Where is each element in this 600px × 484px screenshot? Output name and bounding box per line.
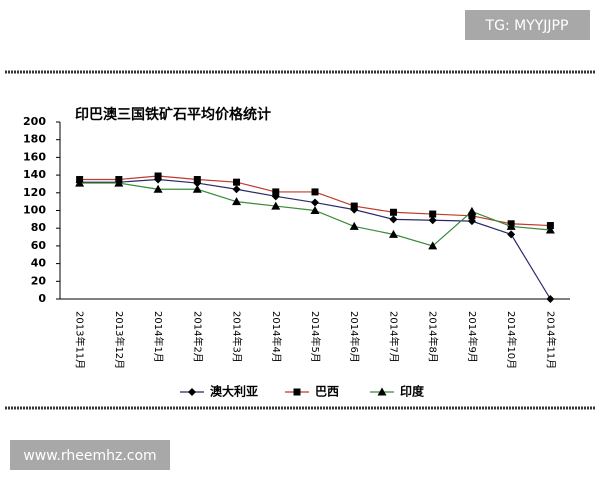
marker-square [311,188,319,196]
marker-diamond [546,295,555,303]
marker-triangle [545,225,555,234]
marker-triangle [75,178,85,187]
marker-square [154,172,162,180]
marker-square [233,178,241,186]
marker-diamond [232,185,241,194]
marker-diamond [311,198,319,207]
y-tick-label: 100 [23,204,46,217]
footer: www.rheemhz.com [23,448,156,464]
marker-triangle [388,229,398,238]
y-tick-label: 160 [23,150,46,163]
x-tick-label: 2014年8月 [427,311,440,363]
x-tick-label: 2014年10月 [505,311,518,369]
chart-title: 印巴澳三国铁矿石平均价格统计 [75,106,271,123]
y-tick-label: 140 [23,168,46,181]
x-tick-label: 2014年3月 [231,311,244,363]
legend-label: 澳大利亚 [210,384,258,399]
marker-triangle [428,241,438,250]
x-tick-label: 2013年11月 [74,311,87,369]
marker-square [468,212,476,220]
y-tick-label: 40 [31,257,47,270]
marker-square [272,188,280,196]
marker-triangle [271,201,281,210]
x-tick-label: 2014年11月 [544,311,557,369]
marker-diamond [389,215,398,224]
x-tick-label: 2014年1月 [152,311,165,363]
y-tick-label: 180 [23,133,46,146]
marker-triangle [310,206,320,214]
watermark: TG: MYYJJPP [485,18,569,34]
marker-triangle [377,387,387,396]
marker-square [429,210,437,218]
y-tick-label: 120 [23,186,46,199]
x-tick-label: 2014年6月 [348,311,361,363]
marker-diamond [188,388,196,396]
x-tick-label: 2014年5月 [309,311,322,363]
marker-triangle [114,178,124,187]
y-tick-label: 0 [38,292,46,305]
marker-triangle [506,221,516,230]
x-tick-label: 2014年2月 [191,311,204,363]
marker-triangle [192,184,202,193]
marker-diamond [507,230,516,239]
marker-triangle [232,197,242,206]
x-tick-label: 2014年4月 [270,311,283,363]
marker-triangle [467,206,477,215]
x-tick-label: 2014年7月 [387,311,400,363]
x-tick-label: 2013年12月 [113,311,126,369]
y-tick-label: 80 [31,221,47,234]
footer-box [10,440,170,470]
x-tick-label: 2014年9月 [466,311,479,363]
marker-triangle [153,184,163,193]
marker-triangle [349,221,359,230]
marker-diamond [428,216,437,225]
y-tick-label: 200 [23,115,46,128]
marker-square [389,208,397,216]
marker-square [193,176,201,184]
marker-square [350,202,358,210]
marker-square [293,388,301,396]
y-tick-label: 20 [31,274,47,287]
watermark-box [465,10,590,40]
y-tick-label: 60 [31,239,47,252]
legend-label: 巴西 [315,385,339,399]
legend-label: 印度 [400,384,425,399]
